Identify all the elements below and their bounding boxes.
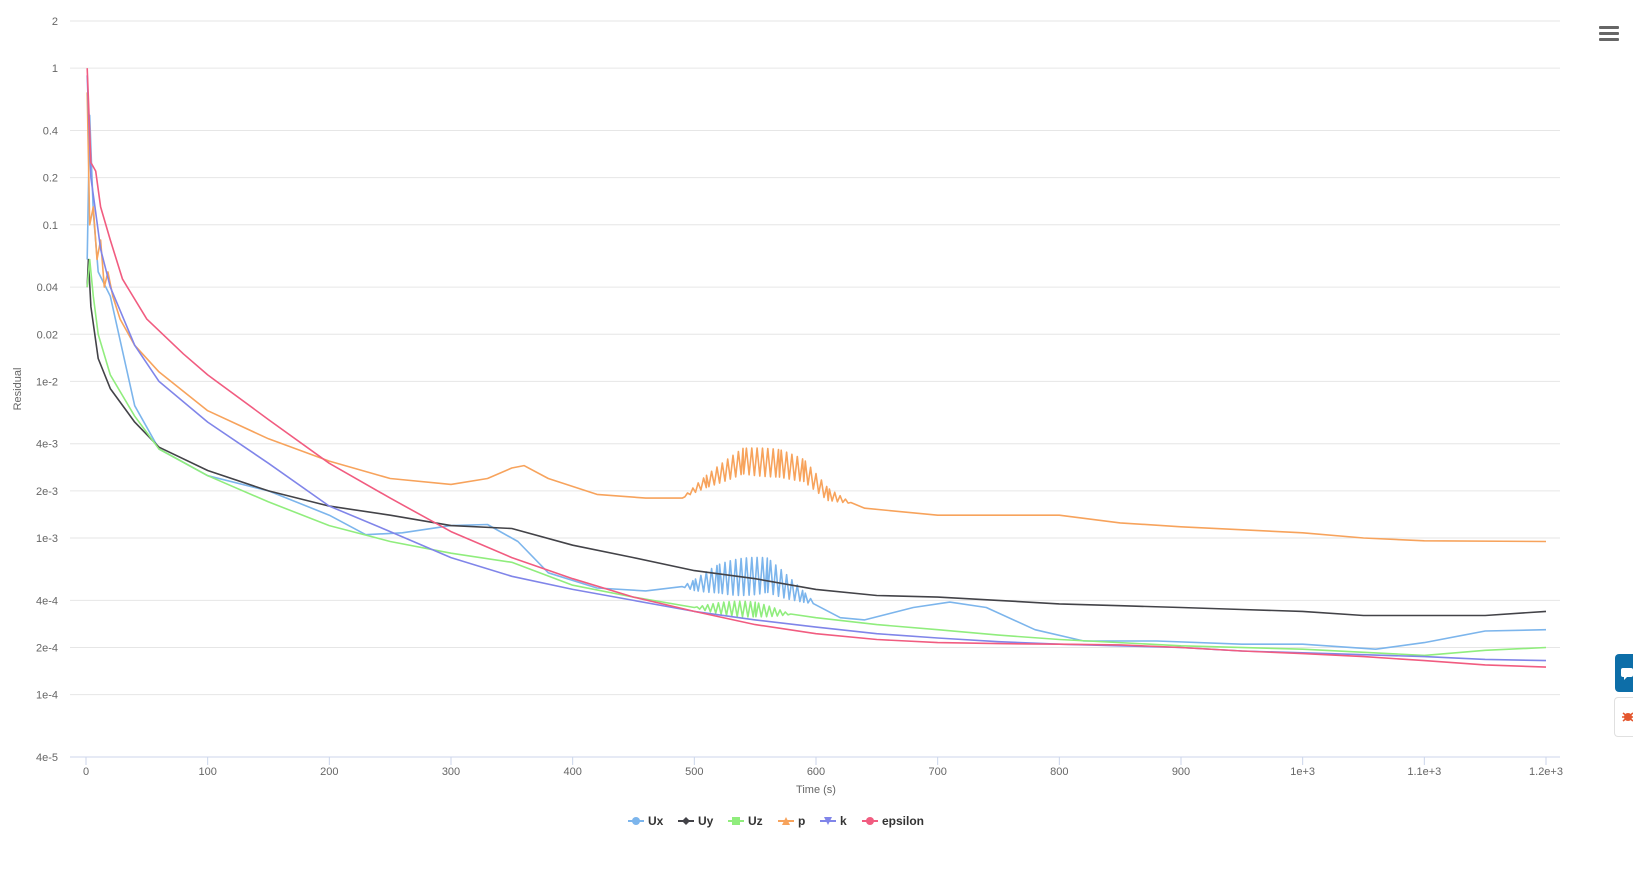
y-tick-label: 0.02 bbox=[37, 329, 58, 341]
legend-symbol-triangle-icon bbox=[782, 817, 790, 825]
y-tick-label: 4e-5 bbox=[36, 752, 58, 764]
x-axis-title: Time (s) bbox=[796, 784, 836, 796]
y-tick-label: 1e-2 bbox=[36, 376, 58, 388]
y-tick-label: 2e-3 bbox=[36, 486, 58, 498]
x-tick-label: 1.1e+3 bbox=[1407, 766, 1441, 778]
y-tick-label: 1 bbox=[52, 63, 58, 75]
bug-icon bbox=[1622, 712, 1633, 722]
menu-bar bbox=[1599, 26, 1619, 29]
legend-label: epsilon bbox=[882, 814, 924, 828]
legend-item-epsilon[interactable]: epsilon bbox=[862, 814, 924, 828]
x-tick-label: 800 bbox=[1050, 766, 1068, 778]
chat-tab[interactable] bbox=[1615, 654, 1633, 692]
x-tick-label: 700 bbox=[928, 766, 946, 778]
legend-symbol-circle-icon bbox=[632, 817, 640, 825]
chat-icon bbox=[1621, 668, 1633, 680]
x-tick-label: 600 bbox=[807, 766, 825, 778]
x-tick-label: 1e+3 bbox=[1290, 766, 1315, 778]
series-line-uz[interactable] bbox=[86, 258, 1547, 657]
legend-label: Ux bbox=[648, 814, 664, 828]
axes: 2 1 0.4 0.2 0.1 0.04 0.02 1e-2 4e-3 2e-3 1e-3 4e-4 2… bbox=[36, 16, 1563, 778]
legend-symbol-circle-icon bbox=[866, 817, 874, 825]
legend-label: p bbox=[798, 814, 805, 828]
series-line-k[interactable] bbox=[86, 75, 1547, 662]
y-tick-label: 2e-4 bbox=[36, 643, 58, 655]
legend-label: Uz bbox=[748, 814, 763, 828]
legend-symbol-square-icon bbox=[732, 817, 740, 825]
legend-item-p[interactable]: p bbox=[778, 814, 805, 828]
x-tick-label: 200 bbox=[320, 766, 338, 778]
series-line-ux[interactable] bbox=[86, 114, 1547, 650]
legend-item-ux[interactable]: Ux bbox=[628, 814, 664, 828]
x-tick-label: 500 bbox=[685, 766, 703, 778]
y-tick-label: 1e-4 bbox=[36, 690, 58, 702]
y-axis-title: Residual bbox=[12, 368, 24, 411]
x-tick-label: 300 bbox=[442, 766, 460, 778]
y-tick-label: 0.04 bbox=[37, 282, 58, 294]
y-tick-label: 2 bbox=[52, 16, 58, 28]
x-tick-label: 400 bbox=[563, 766, 581, 778]
legend-label: k bbox=[840, 814, 847, 828]
x-tick-label: 100 bbox=[198, 766, 216, 778]
series-lines bbox=[86, 68, 1547, 668]
menu-bar bbox=[1599, 38, 1619, 41]
grid-lines bbox=[70, 20, 1560, 758]
legend-item-uz[interactable]: Uz bbox=[728, 814, 763, 828]
series-line-epsilon[interactable] bbox=[86, 68, 1547, 668]
x-tick-label: 900 bbox=[1172, 766, 1190, 778]
y-tick-label: 4e-3 bbox=[36, 439, 58, 451]
x-tick-label: 1.2e+3 bbox=[1529, 766, 1563, 778]
bug-report-tab[interactable] bbox=[1614, 697, 1633, 737]
series-line-p[interactable] bbox=[86, 92, 1547, 543]
y-tick-label: 0.1 bbox=[43, 220, 58, 232]
legend-item-uy[interactable]: Uy bbox=[678, 814, 714, 828]
series-line-uy[interactable] bbox=[86, 258, 1547, 617]
y-tick-label: 0.4 bbox=[43, 125, 58, 137]
y-tick-label: 0.2 bbox=[43, 173, 58, 185]
x-tick-label: 0 bbox=[83, 766, 89, 778]
hamburger-menu-icon[interactable] bbox=[1597, 24, 1621, 44]
y-tick-label: 4e-4 bbox=[36, 595, 58, 607]
y-tick-label: 1e-3 bbox=[36, 533, 58, 545]
legend-item-k[interactable]: k bbox=[820, 814, 847, 828]
menu-bar bbox=[1599, 32, 1619, 35]
legend-symbol-diamond-icon bbox=[682, 817, 690, 825]
legend-symbol-triangle-down-icon bbox=[824, 817, 832, 825]
legend: Ux Uy Uz p k epsilon bbox=[628, 814, 924, 828]
legend-label: Uy bbox=[698, 814, 714, 828]
